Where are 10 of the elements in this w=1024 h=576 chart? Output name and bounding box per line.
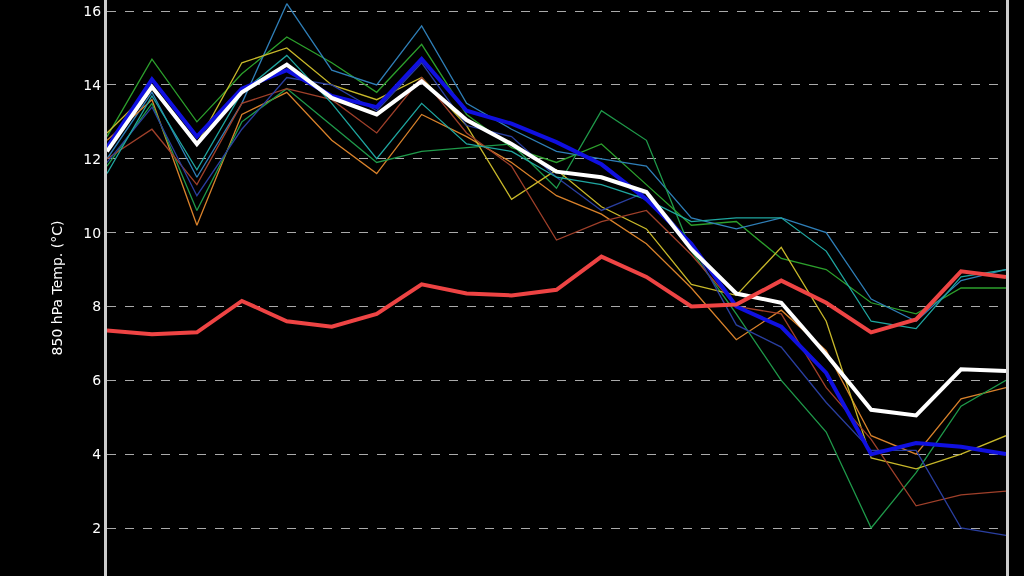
- y-tick-label: 16: [83, 2, 102, 19]
- y-tick-label: 8: [92, 298, 102, 315]
- line-series: [107, 254, 1006, 337]
- y-tick-label: 4: [92, 446, 102, 463]
- y-tick-label: 10: [83, 224, 102, 241]
- y-tick-label: 2: [92, 519, 102, 536]
- y-axis-title: 850 hPa Temp. (°C): [48, 220, 65, 356]
- y-tick-label: 6: [92, 372, 102, 389]
- y-tick-label: 12: [83, 150, 102, 167]
- y-tick-label: 14: [83, 76, 102, 93]
